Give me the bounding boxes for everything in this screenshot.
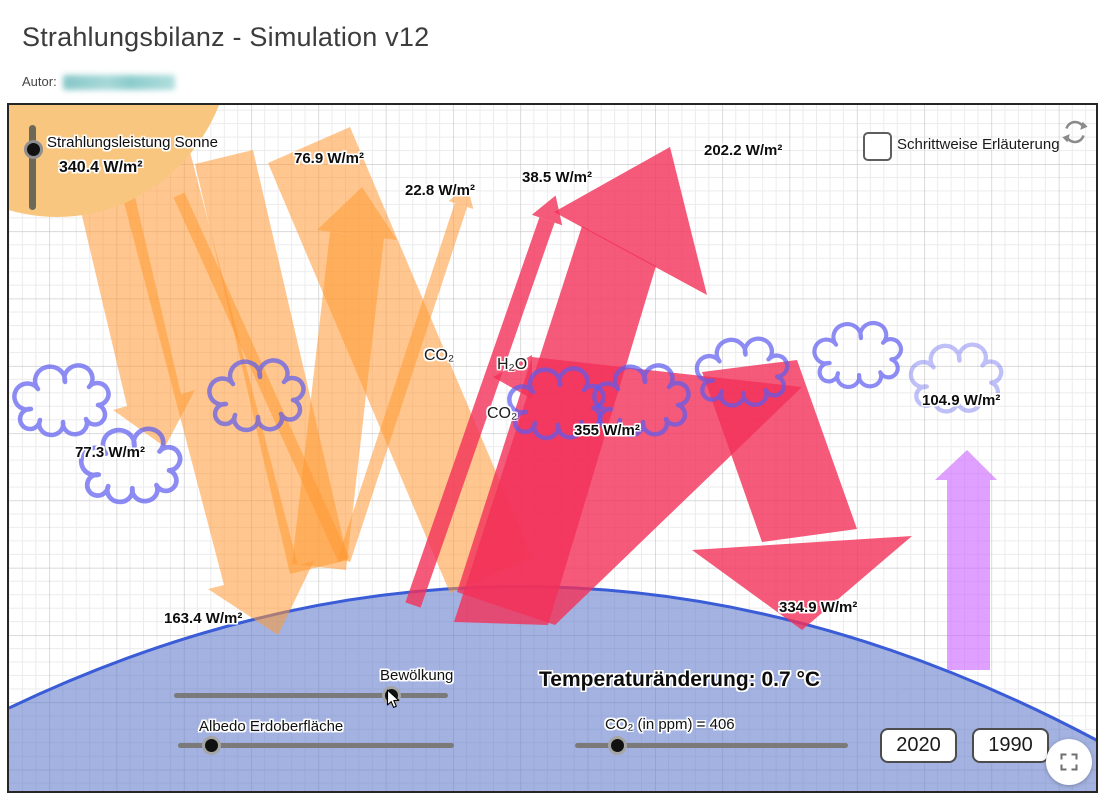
atmospheric-window-arrowhead [531, 195, 563, 226]
surface-reflection-arrowhead [448, 186, 474, 209]
back-radiation-beam [702, 360, 857, 542]
author-row: Autor: [22, 74, 175, 91]
flux-radiated-to-space: 202.2 W/m² [704, 142, 783, 159]
cloudiness-slider-label: Bewölkung [380, 667, 454, 684]
step-explanation-label: Schrittweise Erläuterung [897, 136, 1060, 153]
back-radiation-arrowhead [692, 536, 912, 630]
fullscreen-icon [1060, 753, 1078, 771]
solar-beam-to-surface-arrow [109, 125, 314, 635]
flux-absorbed-by-surface: 163.4 W/m² [164, 610, 243, 627]
flux-reflected-by-surface: 22.8 W/m² [405, 182, 476, 199]
flux-reflected-by-clouds: 76.9 W/m² [294, 150, 365, 167]
infrared-arrows [405, 147, 912, 630]
sun-power-slider[interactable] [29, 125, 36, 210]
sun-power-value: 340.4 W/m² [59, 159, 143, 176]
step-explanation-checkbox[interactable] [863, 132, 892, 161]
year-1990-button[interactable]: 1990 [972, 728, 1049, 763]
year-2020-button[interactable]: 2020 [880, 728, 957, 763]
cloudiness-slider[interactable] [174, 693, 448, 698]
surface-emission-band [457, 357, 802, 625]
gas-label-co2-lower: CO₂ [487, 405, 518, 422]
temperature-readout: Temperaturänderung: 0.7 °C [539, 668, 821, 691]
simulation-canvas: Strahlungsleistung Sonne 340.4 W/m² Schr… [7, 103, 1098, 793]
flux-back-radiation: 334.9 W/m² [779, 599, 858, 616]
sun [9, 105, 219, 217]
radiated-to-space-arrowhead [554, 147, 707, 295]
co2-slider-knob[interactable] [608, 736, 627, 755]
sun-power-slider-knob[interactable] [24, 140, 43, 159]
fullscreen-button[interactable] [1046, 739, 1092, 785]
co2-slider-label: CO₂ (in ppm) = 406 [605, 716, 735, 733]
albedo-slider-knob[interactable] [202, 736, 221, 755]
gas-label-co2-upper: CO₂ [424, 347, 455, 364]
page-title: Strahlungsbilanz - Simulation v12 [22, 22, 430, 52]
author-name-redacted [62, 75, 175, 91]
flux-surface-emission: 355 W/m² [574, 422, 640, 439]
earth-surface [9, 586, 1096, 791]
convection-arrow [935, 450, 997, 670]
flux-absorbed-by-atmosphere: 77.3 W/m² [75, 444, 146, 461]
flux-atmospheric-window: 38.5 W/m² [522, 169, 593, 186]
co2-slider[interactable] [575, 743, 848, 748]
refresh-icon[interactable] [1061, 118, 1089, 146]
scene-graphics [9, 105, 1096, 791]
gas-label-h2o: H₂O [497, 356, 528, 373]
author-label: Autor: [22, 74, 57, 89]
cloudiness-slider-knob[interactable] [382, 686, 401, 705]
sun-power-label: Strahlungsleistung Sonne [47, 134, 218, 151]
atmospheric-window-beam [405, 217, 555, 608]
albedo-slider[interactable] [178, 743, 454, 748]
flux-convection: 104.9 W/m² [922, 392, 1001, 409]
surface-reflection-up-beam [337, 203, 468, 562]
albedo-slider-label: Albedo Erdoberfläche [199, 718, 344, 735]
